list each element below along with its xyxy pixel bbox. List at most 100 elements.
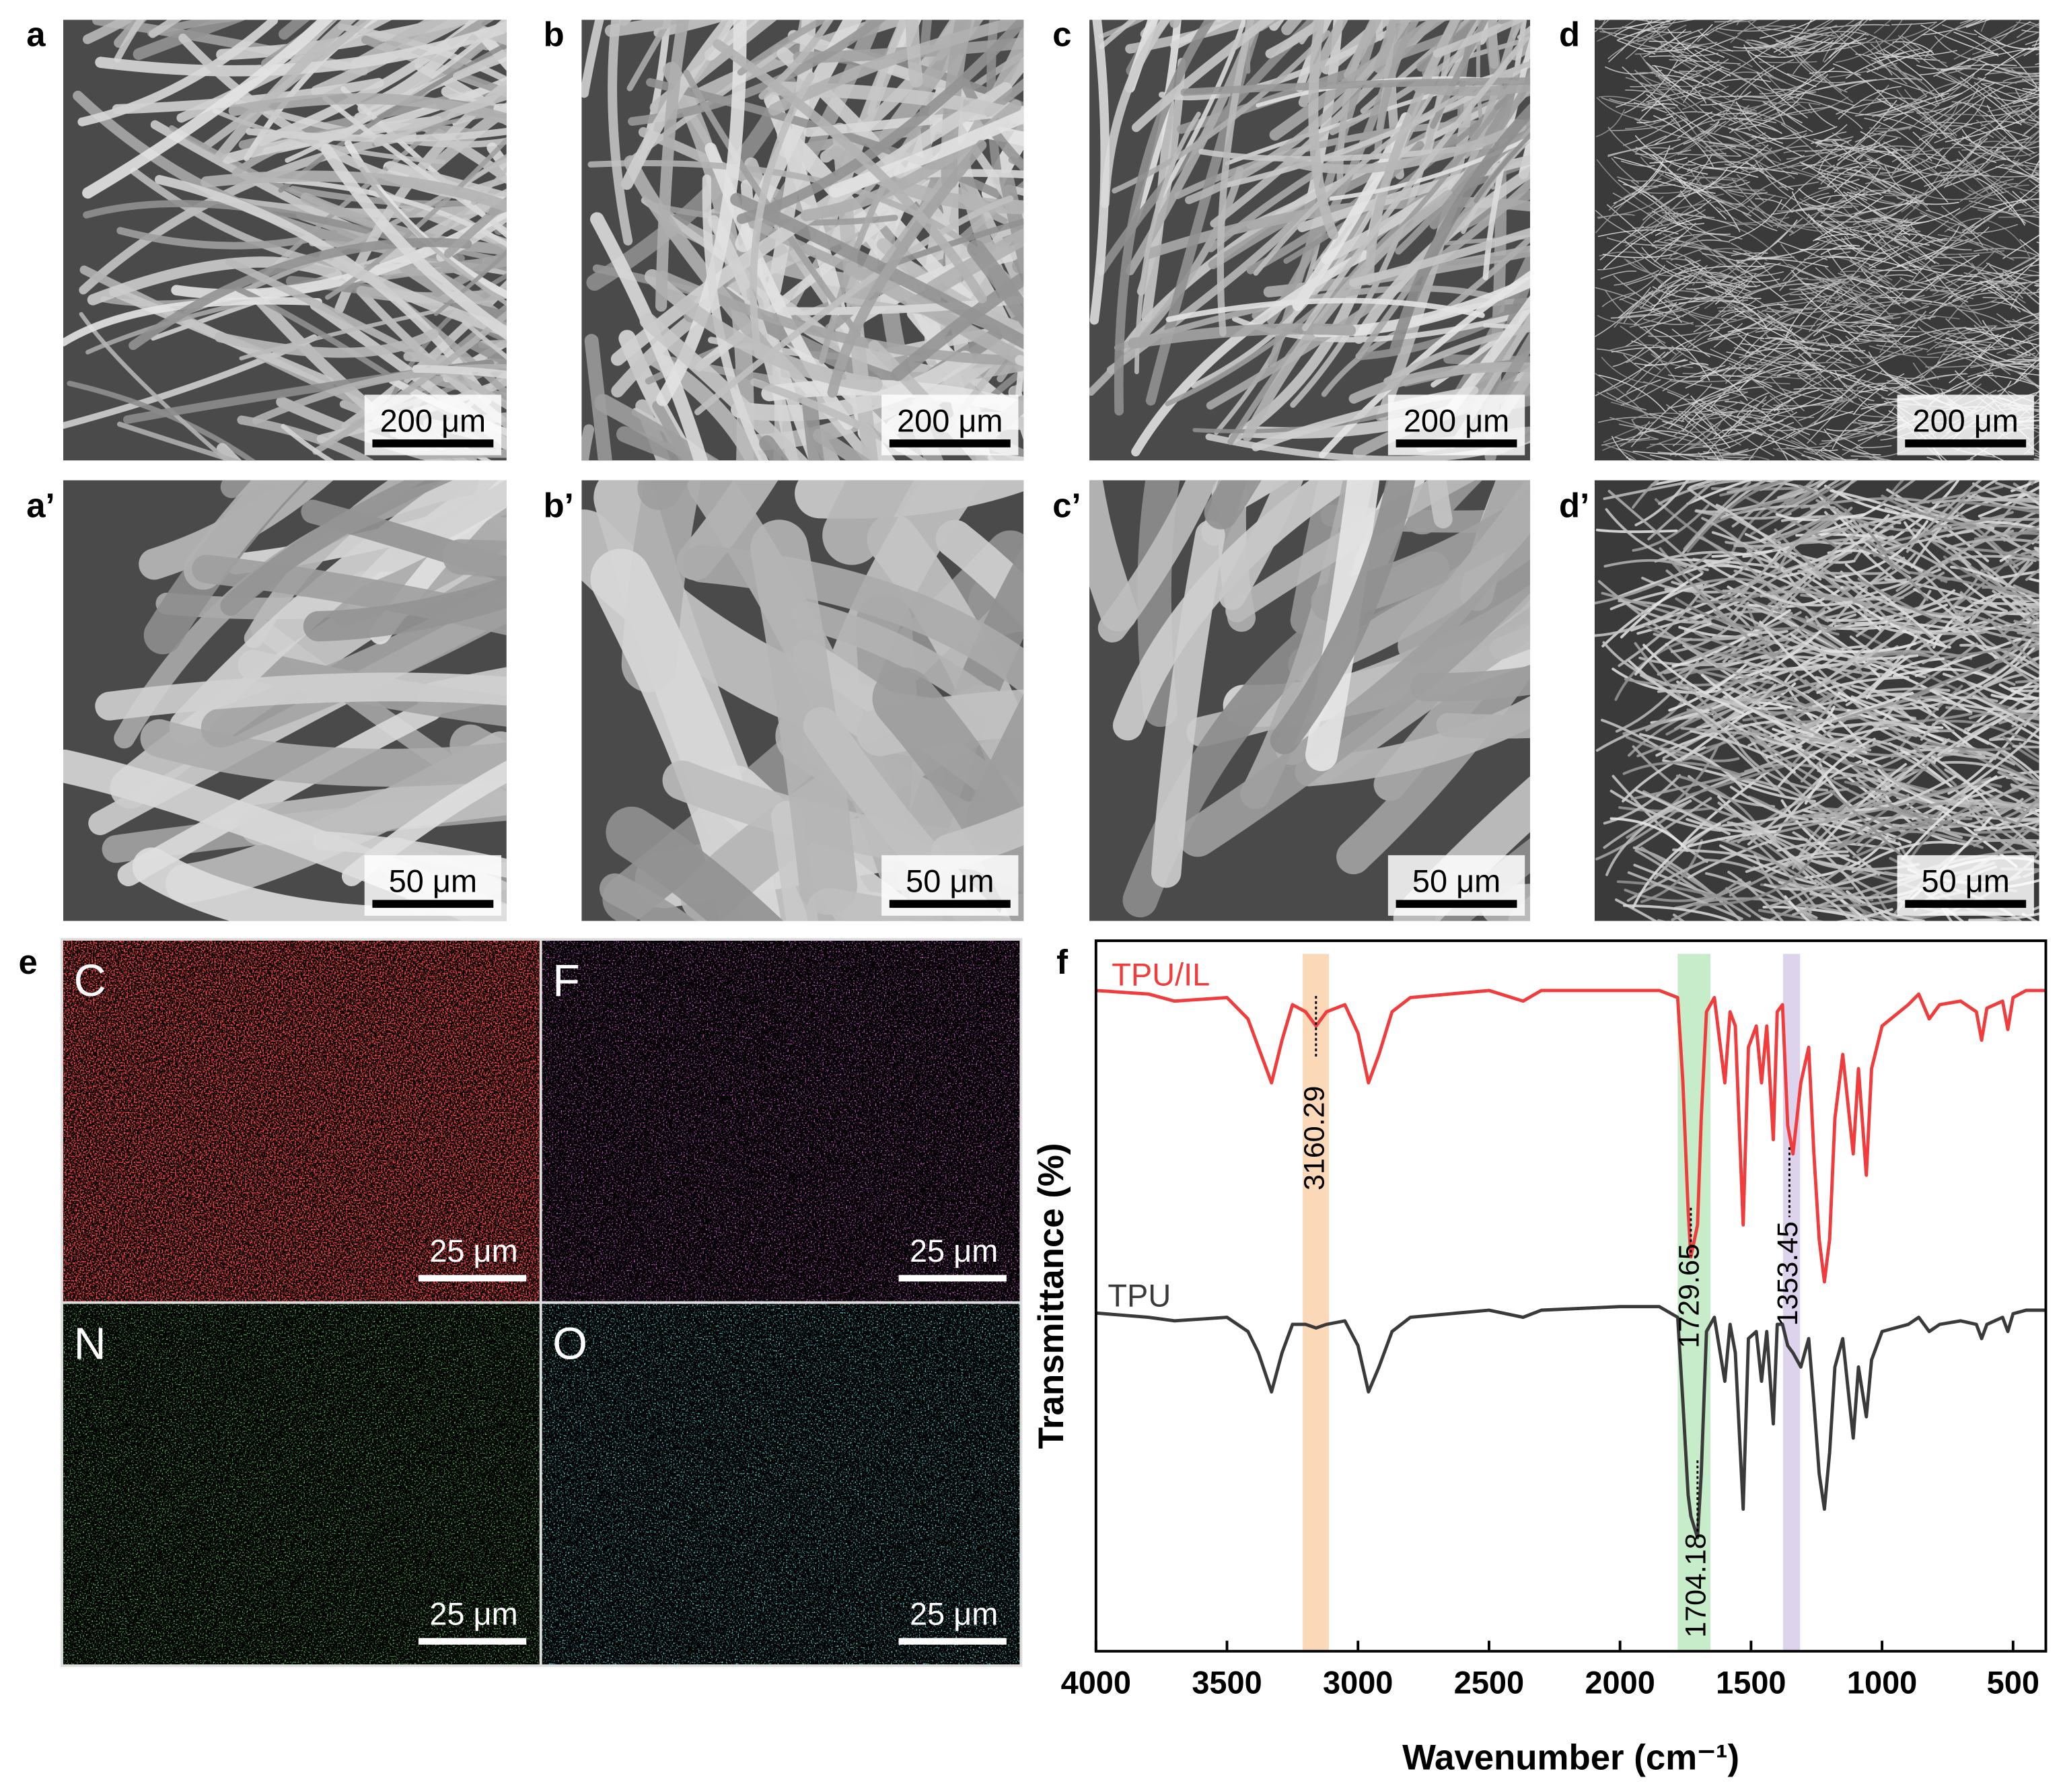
fiber xyxy=(987,454,1024,461)
eds-element: O xyxy=(552,1320,587,1369)
fiber xyxy=(1807,384,1871,444)
scale-bar-label: 25 μm xyxy=(429,1597,517,1632)
fiber xyxy=(1599,251,1659,260)
sem-image: 50 μm xyxy=(1089,480,1531,921)
fiber xyxy=(325,137,507,300)
fiber xyxy=(1644,176,1702,229)
fiber xyxy=(1783,150,1844,157)
fiber xyxy=(1708,142,1769,151)
fiber xyxy=(1843,191,1910,236)
fiber xyxy=(1758,61,1817,63)
fiber xyxy=(618,20,632,26)
fiber xyxy=(1729,199,1782,242)
fiber xyxy=(1867,50,1933,73)
fiber xyxy=(2013,358,2039,384)
fiber xyxy=(1646,62,1681,87)
fiber xyxy=(95,672,507,721)
fiber xyxy=(1298,20,1348,108)
fiber xyxy=(1632,413,1694,421)
fiber xyxy=(1618,423,1657,430)
fiber xyxy=(1295,696,1531,787)
fiber xyxy=(2036,314,2039,316)
fiber xyxy=(1731,480,1789,528)
fiber xyxy=(1714,20,1750,23)
fiber xyxy=(1948,46,1992,74)
fiber xyxy=(1834,36,1877,50)
fiber xyxy=(1745,40,1823,48)
fiber xyxy=(2022,88,2039,92)
fiber xyxy=(1995,39,2039,50)
fiber xyxy=(1710,498,1799,526)
fiber xyxy=(1790,170,1866,197)
fiber xyxy=(1620,160,1655,167)
fiber xyxy=(1329,135,1531,201)
fiber xyxy=(1677,42,1753,67)
fiber xyxy=(1739,328,1802,359)
fiber xyxy=(2017,344,2039,358)
fiber xyxy=(1737,64,1818,96)
fiber xyxy=(1805,616,1893,669)
fiber xyxy=(1998,683,2039,701)
fiber xyxy=(1626,341,1661,363)
fiber xyxy=(1995,594,2039,599)
fiber xyxy=(1771,719,1855,758)
fiber xyxy=(1884,194,1924,196)
fiber xyxy=(683,69,861,338)
fiber xyxy=(1827,310,1895,329)
fiber xyxy=(1941,554,2037,563)
fiber xyxy=(1745,410,1780,431)
fiber xyxy=(1943,289,1982,325)
fiber xyxy=(1634,797,1712,850)
fiber xyxy=(1762,854,1850,875)
fiber xyxy=(1903,521,1998,608)
fiber xyxy=(1965,20,1991,28)
fiber xyxy=(1266,20,1411,325)
scale-bar xyxy=(1396,439,1517,447)
scale-bar xyxy=(372,439,494,447)
fiber xyxy=(1638,206,1670,232)
fiber xyxy=(1777,369,1823,377)
fiber xyxy=(1797,270,1849,283)
fiber xyxy=(200,20,373,152)
fiber xyxy=(1595,287,1664,316)
fiber xyxy=(1705,647,1817,693)
series-line xyxy=(1095,1305,2046,1540)
sem-image: 200 μm xyxy=(581,20,1024,461)
fiber xyxy=(1678,409,1715,413)
fiber xyxy=(1797,332,1873,373)
fiber xyxy=(1856,262,1921,308)
fiber xyxy=(1810,480,1858,510)
fiber xyxy=(2033,425,2039,429)
fiber xyxy=(1429,20,1457,24)
fiber xyxy=(1623,184,1657,201)
fiber xyxy=(1729,104,1786,133)
fiber xyxy=(1875,740,1947,799)
fiber xyxy=(1603,226,1667,270)
fiber xyxy=(1779,20,1832,42)
fiber xyxy=(2035,74,2039,77)
fiber xyxy=(228,93,507,125)
fiber xyxy=(1640,156,1707,188)
fiber xyxy=(1410,666,1531,702)
fiber xyxy=(2022,78,2039,89)
fiber xyxy=(1981,258,2039,292)
fiber xyxy=(1934,35,1980,61)
fiber xyxy=(1601,292,1636,308)
sem-image: 200 μm xyxy=(1594,20,2039,461)
fiber xyxy=(369,480,507,645)
fiber xyxy=(1931,719,2027,742)
fiber xyxy=(1677,448,1749,458)
fiber xyxy=(1612,348,1644,367)
fiber xyxy=(1855,338,1899,343)
fiber xyxy=(1824,266,1867,303)
fiber xyxy=(1633,424,1677,438)
fiber xyxy=(1659,547,1747,637)
fiber xyxy=(1897,35,1947,64)
fiber xyxy=(1733,347,1791,360)
fiber xyxy=(1205,433,1531,461)
fiber xyxy=(1862,215,1925,233)
fiber xyxy=(1679,265,1766,275)
fiber xyxy=(2003,164,2039,168)
fiber xyxy=(1654,65,1700,100)
fiber xyxy=(1609,789,1722,832)
